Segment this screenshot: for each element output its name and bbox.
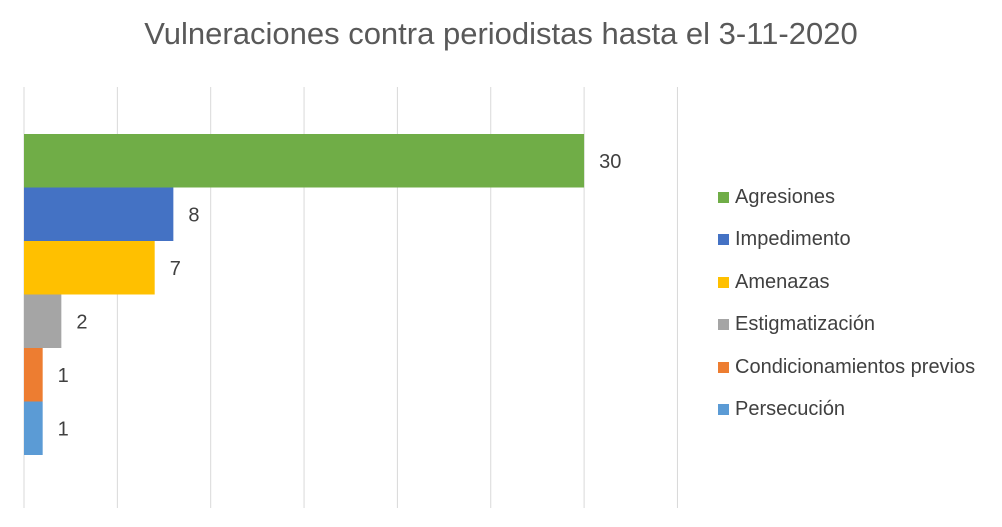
- data-label: 8: [188, 204, 199, 226]
- bar: [24, 134, 585, 188]
- legend-swatch: [718, 404, 729, 416]
- legend-swatch: [718, 319, 729, 331]
- chart-title: Vulneraciones contra periodistas hasta e…: [144, 16, 858, 51]
- data-label: 1: [58, 418, 69, 440]
- legend-label: Amenazas: [735, 270, 830, 293]
- data-label: 1: [58, 365, 69, 387]
- legend-swatch: [718, 234, 729, 246]
- legend-item: Condicionamientos previos: [718, 346, 975, 389]
- legend: Agresiones Impedimento Amenazas Estigmatiza…: [718, 176, 975, 431]
- bar: [24, 187, 174, 241]
- legend-swatch: [718, 276, 729, 288]
- bar: [24, 401, 43, 455]
- bar: [24, 241, 155, 295]
- legend-label: Agresiones: [735, 185, 836, 208]
- data-label: 30: [599, 151, 621, 173]
- legend-item: Agresiones: [718, 176, 975, 219]
- legend-label: Condicionamientos previos: [735, 355, 976, 378]
- bar: [24, 294, 62, 348]
- bar: [24, 348, 43, 402]
- legend-item: Impedimento: [718, 219, 975, 262]
- legend-label: Persecución: [735, 398, 846, 421]
- legend-label: Impedimento: [735, 228, 851, 251]
- data-label: 7: [170, 258, 181, 280]
- legend-swatch: [718, 191, 729, 203]
- legend-label: Estigmatización: [735, 313, 876, 336]
- data-label: 2: [76, 311, 87, 333]
- legend-swatch: [718, 361, 729, 373]
- legend-item: Estigmatización: [718, 304, 975, 347]
- legend-item: Amenazas: [718, 261, 975, 304]
- legend-item: Persecución: [718, 389, 975, 432]
